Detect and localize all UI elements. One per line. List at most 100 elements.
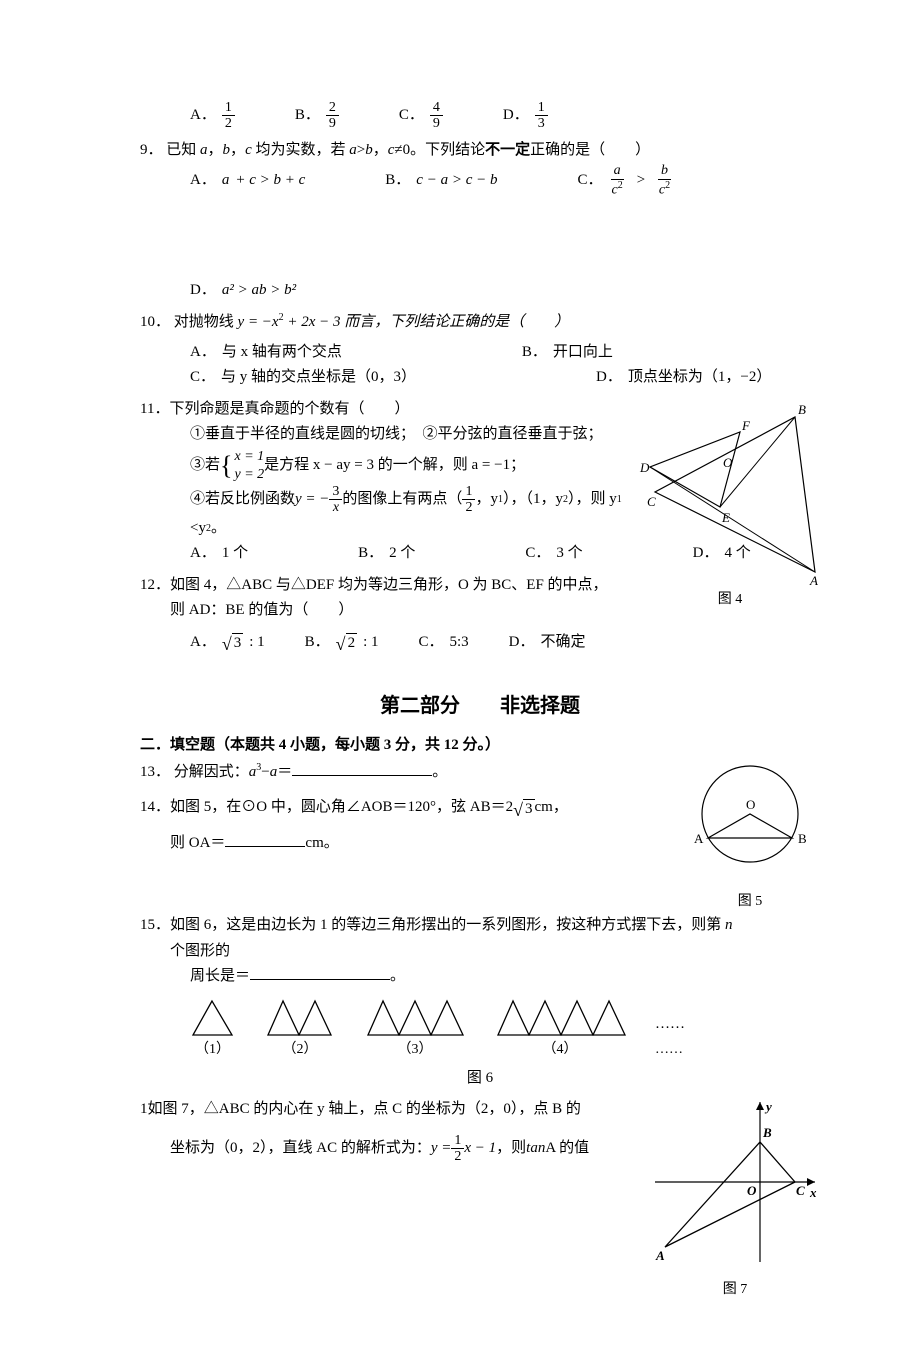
q14-b: cm，	[535, 795, 568, 821]
figure-7: x y O B C A 图 7	[650, 1097, 820, 1302]
q12-opt-d: D．不确定	[509, 630, 586, 656]
fig4-B: B	[798, 402, 806, 417]
q8-c-den: 9	[430, 116, 443, 131]
q9-Cna: a	[611, 163, 624, 179]
q8-b-num: 2	[326, 100, 339, 116]
q15-c: 周长是＝	[190, 968, 250, 984]
q14-three: 3	[523, 799, 535, 818]
q9-Cnb: b	[658, 163, 671, 179]
q10-B: B．	[522, 340, 547, 366]
fig5-A: A	[694, 831, 704, 846]
q10-opt-b: B．开口向上	[522, 340, 613, 366]
q14-num: 14．	[140, 795, 170, 821]
figure-4: D F E O B C A 图 4	[640, 397, 820, 612]
q10-C: C．	[190, 365, 215, 391]
q11-opt-a: A．1 个	[190, 541, 248, 567]
figure-5: O A B 图 5	[680, 759, 820, 914]
q11-s4lt: <	[190, 516, 198, 542]
q10-t1: 对抛物线	[174, 314, 238, 330]
q11-s4b: 的图像上有两点（	[342, 487, 462, 513]
q12-B: B．	[305, 630, 330, 656]
q10-opt-c: C．与 y 轴的交点坐标是（0，3）	[190, 365, 416, 391]
q9-t4: 均为实数，若	[252, 142, 350, 158]
q9-t6: ≠0。下列结论	[394, 142, 485, 158]
fig7-y: y	[764, 1099, 772, 1114]
q15: 15．如图 6，这是由边长为 1 的等边三角形摆出的一系列图形，按这种方式摆下去…	[140, 913, 820, 1091]
q11-C: C．	[525, 541, 550, 567]
q8-c-label: C．	[399, 103, 424, 129]
q12-Barg: 2	[346, 633, 358, 652]
fig4-O: O	[723, 455, 733, 470]
q12-opt-c: C．5:3	[418, 630, 468, 656]
q16-num: 1	[140, 1097, 148, 1123]
q13-b: −	[261, 764, 269, 780]
q11-s4g: 。	[211, 516, 226, 542]
figure-5-svg: O A B	[680, 759, 820, 879]
figure-7-svg: x y O B C A	[650, 1097, 820, 1267]
q9-bold: 不一定	[485, 142, 530, 158]
q12-D: D．	[509, 630, 535, 656]
q9-B: B．	[385, 168, 410, 194]
q9-t3: ，	[230, 142, 245, 158]
q8-opt-c: C．49	[399, 100, 443, 132]
q11-s4a: ④若反比例函数	[190, 487, 295, 513]
q13-e: 。	[432, 764, 447, 780]
q8-d-label: D．	[503, 103, 529, 129]
q11-opt-b: B．2 个	[358, 541, 415, 567]
q14-d: cm。	[305, 835, 338, 851]
q9-b2: b	[365, 142, 373, 158]
fig4-F: F	[741, 418, 751, 433]
fig4-C: C	[647, 494, 656, 509]
q15-blank	[250, 964, 390, 980]
fig7-B: B	[762, 1125, 772, 1140]
q8-b-den: 9	[326, 116, 339, 131]
q8-a-den: 2	[222, 116, 235, 131]
q12-opt-b: B．√2 : 1	[305, 630, 379, 656]
q15-dots1: ……	[655, 1012, 685, 1038]
q10-Bt: 开口向上	[553, 340, 613, 366]
q9: 9． 已知 a，b，c 均为实数，若 a>b，c≠0。下列结论不一定正确的是（ …	[140, 138, 820, 303]
q11-s4yeq: y = −	[295, 487, 329, 513]
fig4-D: D	[639, 460, 650, 475]
q9-Ae: + c > b + c	[235, 168, 305, 194]
fig4-A: A	[809, 573, 818, 588]
q8-opt-d: D．13	[503, 100, 548, 132]
q15-l4: （4）	[495, 1038, 625, 1062]
fig7-O: O	[747, 1183, 757, 1198]
q14-c: 则 OA＝	[170, 835, 225, 851]
q9-opt-d: D．a² > ab > b²	[190, 278, 296, 304]
q11-s4n: 3	[329, 484, 342, 500]
q9-opt-b: B．c − a > c − b	[385, 168, 497, 194]
q15-num: 15．	[140, 913, 170, 939]
q15-d: 。	[390, 968, 405, 984]
q11-s4d: x	[330, 500, 342, 515]
q16-c: x − 1	[464, 1136, 496, 1162]
q12-Asuf: : 1	[249, 630, 264, 656]
q11-num: 11．	[140, 397, 169, 423]
q14-a: 如图 5，在⊙O 中，圆心角∠AOB＝120°，弦 AB＝	[170, 795, 506, 821]
fig4-cap: 图 4	[640, 588, 820, 612]
q14-two: 2	[506, 795, 514, 821]
q11-opt-d: D．4 个	[693, 541, 751, 567]
fig5-O: O	[746, 797, 755, 812]
q9-t1: 已知	[166, 142, 200, 158]
fig6-cap: 图 6	[140, 1066, 820, 1092]
q12-Bsuf: : 1	[363, 630, 378, 656]
q16-yeq: y =	[431, 1136, 452, 1162]
fig7-x: x	[809, 1185, 817, 1200]
q11-s4e: ），则 y	[568, 487, 617, 513]
fig5-cap: 图 5	[680, 890, 820, 914]
q11-Bt: 2 个	[389, 541, 415, 567]
q10-y: y = −x	[238, 314, 279, 330]
q11-s4hd: 2	[462, 500, 475, 515]
q16-b: 坐标为（0，2），直线 AC 的解析式为：	[170, 1136, 431, 1162]
q9-D: D．	[190, 278, 216, 304]
q16-d: ，则	[496, 1136, 526, 1162]
q11-stem: 下列命题是真命题的个数有（ ）	[169, 401, 409, 417]
q11-s4h: 1	[462, 484, 475, 500]
q9-t5: ，	[373, 142, 388, 158]
q8-a-label: A．	[190, 103, 216, 129]
q9-opt-c: C． ac2 > bc2	[577, 163, 673, 197]
q8-d-num: 1	[535, 100, 548, 116]
q10-opt-a: A．与 x 轴有两个交点	[190, 340, 342, 366]
